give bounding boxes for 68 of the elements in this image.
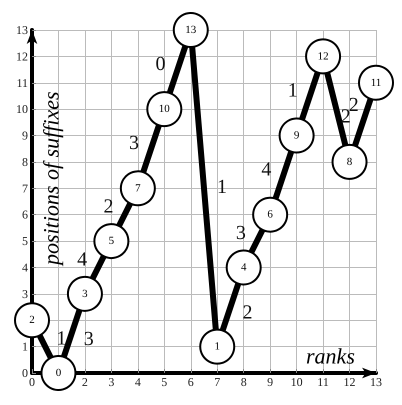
x-tick-label: 4 bbox=[134, 375, 141, 389]
annotation: 0 bbox=[155, 52, 166, 75]
y-tick-label: 6 bbox=[22, 208, 28, 222]
annotation: 3 bbox=[236, 222, 246, 244]
x-tick-label: 13 bbox=[370, 375, 382, 389]
point bbox=[172, 12, 209, 48]
x-tick-label: 8 bbox=[240, 375, 247, 389]
annotation: 1 bbox=[56, 328, 66, 350]
data-label: 1 bbox=[214, 340, 220, 353]
y-tick-label: 3 bbox=[22, 286, 28, 301]
y-tick-label: 11 bbox=[16, 76, 28, 90]
x-tick-label: 7 bbox=[214, 375, 220, 389]
x-tick-label: 11 bbox=[317, 375, 329, 389]
point bbox=[332, 144, 368, 180]
data-label: 13 bbox=[185, 24, 197, 36]
point bbox=[93, 223, 130, 260]
annotation: 3 bbox=[84, 328, 94, 350]
annotation: 2 bbox=[104, 196, 114, 218]
x-tick-label: 5 bbox=[161, 375, 168, 389]
data-label: 4 bbox=[240, 261, 247, 274]
point bbox=[278, 118, 315, 154]
y-tick-label: 10 bbox=[16, 102, 28, 116]
y-tick-label: 4 bbox=[22, 260, 28, 274]
x-tick-label: 6 bbox=[188, 375, 194, 389]
x-tick-label: 2 bbox=[82, 375, 88, 389]
y-axis-title: positions of suffixes bbox=[38, 91, 64, 267]
y-tick-label: 1 bbox=[22, 340, 28, 354]
y-tick-label: 13 bbox=[16, 23, 28, 37]
annotation: 2 bbox=[242, 302, 253, 324]
data-label: 3 bbox=[82, 288, 88, 300]
annotation: 2 bbox=[340, 106, 351, 128]
data-label: 12 bbox=[318, 50, 329, 62]
data-label: 7 bbox=[135, 182, 142, 194]
y-tick-label: 5 bbox=[22, 234, 28, 248]
data-label: 10 bbox=[158, 103, 170, 116]
annotation: 1 bbox=[288, 79, 298, 102]
x-axis-title: ranks bbox=[306, 344, 355, 368]
x-tick-label: 9 bbox=[267, 375, 274, 389]
y-tick-label: 9 bbox=[22, 128, 28, 143]
annotation: 1 bbox=[216, 176, 227, 198]
annotation: 2 bbox=[348, 94, 359, 116]
point bbox=[120, 170, 156, 206]
point bbox=[146, 91, 182, 128]
x-tick-label: 12 bbox=[344, 375, 356, 389]
annotation: 4 bbox=[77, 248, 88, 270]
point bbox=[358, 64, 394, 101]
point bbox=[305, 38, 342, 74]
x-tick-label: 10 bbox=[290, 375, 303, 389]
x-tick-label: 3 bbox=[108, 375, 114, 389]
data-label: 9 bbox=[294, 130, 300, 142]
point bbox=[199, 328, 236, 365]
data-label: 6 bbox=[267, 208, 274, 221]
annotation: 3 bbox=[129, 132, 140, 154]
data-label: 8 bbox=[346, 156, 353, 168]
data-label: 0 bbox=[56, 367, 62, 379]
data-label: 2 bbox=[29, 314, 35, 326]
y-tick-label: 8 bbox=[22, 154, 28, 169]
y-tick-label: 12 bbox=[16, 49, 28, 64]
point bbox=[252, 196, 288, 233]
point bbox=[66, 276, 103, 312]
y-tick-label: 7 bbox=[22, 181, 28, 196]
data-label: 11 bbox=[370, 76, 382, 89]
data-label: 5 bbox=[108, 235, 115, 248]
point bbox=[14, 302, 50, 338]
point bbox=[40, 355, 76, 391]
annotation: 4 bbox=[261, 158, 272, 180]
y-tick-label: 0 bbox=[22, 366, 28, 380]
point bbox=[226, 249, 262, 286]
